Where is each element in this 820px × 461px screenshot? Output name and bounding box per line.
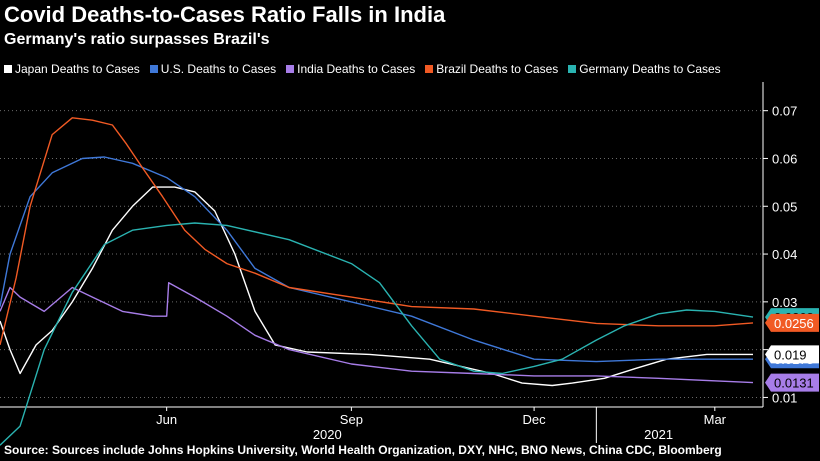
series-line-japan [0, 186, 753, 387]
year-label: 2020 [313, 427, 342, 442]
x-tick-label: Jun [156, 412, 177, 427]
legend-swatch-brazil [425, 65, 434, 73]
legend: Japan Deaths to Cases U.S. Deaths to Cas… [4, 61, 721, 77]
source-note: Source: Sources include Johns Hopkins Un… [4, 443, 722, 457]
latest-value-badge-bg [765, 345, 819, 364]
x-tick-label: Mar [704, 412, 727, 427]
legend-label-us: U.S. Deaths to Cases [160, 62, 277, 76]
x-tick-label: Dec [523, 412, 547, 427]
latest-value-label: 0.019 [774, 347, 807, 362]
latest-value-label: 0.0256 [774, 316, 814, 331]
series-line-germany [0, 222, 754, 446]
legend-item-india: India Deaths to Cases [286, 62, 415, 76]
legend-label-germany: Germany Deaths to Cases [579, 62, 721, 76]
latest-value-badge-japan: 0.019 [765, 345, 819, 364]
legend-item-brazil: Brazil Deaths to Cases [425, 62, 558, 76]
y-tick-label: 0.06 [772, 151, 797, 166]
y-tick-label: 0.05 [772, 199, 797, 214]
legend-label-japan: Japan Deaths to Cases [15, 62, 140, 76]
legend-swatch-us [149, 65, 158, 73]
y-tick-label: 0.07 [772, 104, 797, 119]
latest-value-badge-bg [765, 313, 819, 332]
legend-item-japan: Japan Deaths to Cases [4, 62, 140, 76]
chart-title: Covid Deaths-to-Cases Ratio Falls in Ind… [4, 2, 446, 27]
y-tick-label: 0.03 [772, 295, 797, 310]
y-tick-label: 0.04 [772, 247, 797, 262]
latest-value-badge-india: 0.0131 [765, 373, 819, 392]
legend-item-germany: Germany Deaths to Cases [568, 62, 721, 76]
x-tick-label: Sep [340, 412, 363, 427]
legend-swatch-germany [568, 65, 577, 73]
series-line-india [0, 282, 754, 384]
legend-swatch-india [286, 65, 295, 73]
latest-value-label: 0.0131 [774, 376, 814, 391]
latest-value-badge-brazil: 0.0256 [765, 313, 819, 332]
chart-subtitle: Germany's ratio surpasses Brazil's [4, 31, 270, 48]
legend-swatch-japan [4, 65, 12, 73]
y-tick-label: 0.01 [772, 390, 797, 405]
legend-label-brazil: Brazil Deaths to Cases [436, 62, 559, 76]
series-line-brazil [0, 117, 754, 346]
latest-value-badge-bg [765, 373, 819, 392]
legend-item-us: U.S. Deaths to Cases [149, 62, 277, 76]
year-label: 2021 [644, 427, 673, 442]
legend-label-india: India Deaths to Cases [297, 62, 416, 76]
series-line-us [0, 156, 753, 363]
